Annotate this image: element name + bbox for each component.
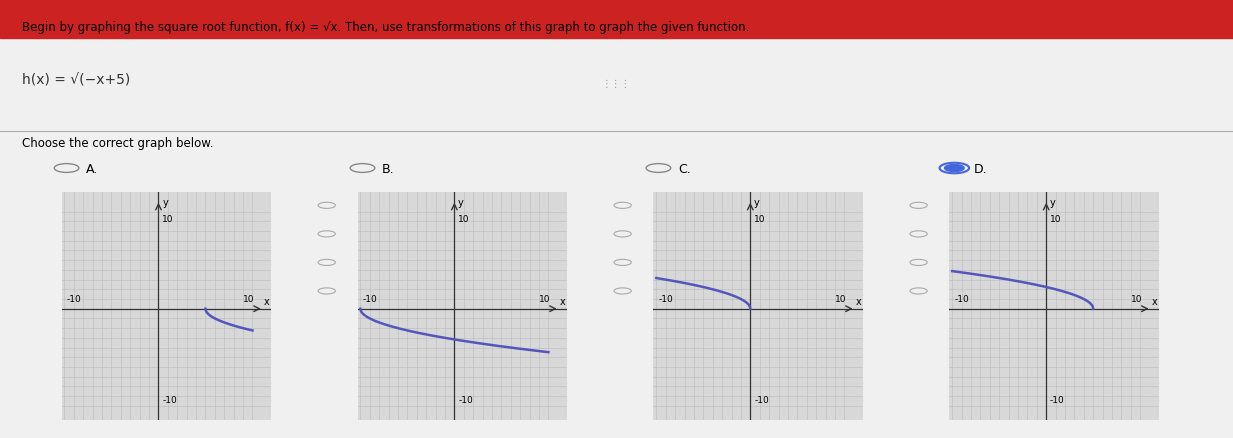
Text: -10: -10 xyxy=(658,294,673,303)
Text: 10: 10 xyxy=(459,214,470,223)
Text: y: y xyxy=(459,198,464,208)
Text: 10: 10 xyxy=(835,294,846,303)
Text: -10: -10 xyxy=(755,395,769,404)
Text: Choose the correct graph below.: Choose the correct graph below. xyxy=(22,137,213,150)
Text: -10: -10 xyxy=(459,395,473,404)
Text: -10: -10 xyxy=(363,294,377,303)
Text: Begin by graphing the square root function, f(x) = √x. Then, use transformations: Begin by graphing the square root functi… xyxy=(22,21,750,34)
Text: D.: D. xyxy=(974,162,988,175)
Text: A.: A. xyxy=(86,162,99,175)
Text: 10: 10 xyxy=(163,214,174,223)
Bar xyxy=(0,0,1233,39)
Text: -10: -10 xyxy=(954,294,969,303)
Text: x: x xyxy=(1152,296,1158,306)
Text: x: x xyxy=(560,296,566,306)
Text: C.: C. xyxy=(678,162,690,175)
Text: 10: 10 xyxy=(539,294,550,303)
Text: x: x xyxy=(856,296,862,306)
Text: h(x) = √(−x+5): h(x) = √(−x+5) xyxy=(22,74,131,88)
Text: 10: 10 xyxy=(1131,294,1142,303)
Text: B.: B. xyxy=(382,162,395,175)
Text: y: y xyxy=(1051,198,1055,208)
Text: 10: 10 xyxy=(755,214,766,223)
Text: -10: -10 xyxy=(1051,395,1065,404)
Text: -10: -10 xyxy=(163,395,178,404)
Text: y: y xyxy=(755,198,760,208)
Text: y: y xyxy=(163,198,168,208)
Text: 10: 10 xyxy=(243,294,254,303)
Text: -10: -10 xyxy=(67,294,81,303)
Text: x: x xyxy=(264,296,270,306)
Text: 10: 10 xyxy=(1051,214,1062,223)
Text: ⋮⋮⋮: ⋮⋮⋮ xyxy=(602,79,631,89)
